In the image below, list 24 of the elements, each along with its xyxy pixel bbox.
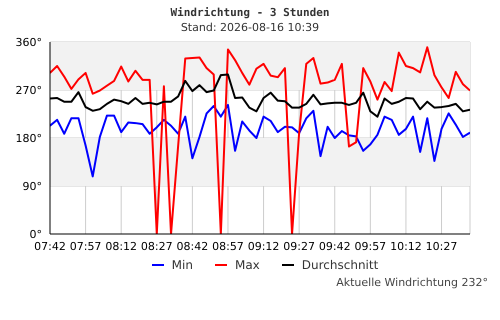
legend-label: Max [234, 258, 260, 272]
x-tick-label: 08:42 [176, 240, 208, 253]
x-tick-label: 09:27 [283, 240, 316, 253]
legend-label: Min [172, 258, 193, 272]
x-tick-label: 10:27 [426, 240, 458, 253]
legend-label: Durchschnitt [302, 258, 378, 272]
chart-title: Windrichtung - 3 Stunden [170, 6, 330, 19]
x-tick-label: 09:42 [318, 240, 351, 253]
y-tick-label: 180° [16, 132, 42, 145]
line-series [50, 104, 470, 178]
x-tick-label: 07:42 [34, 240, 66, 253]
text: Aktuelle Windrichtung 232° [335, 276, 488, 289]
x-tick-label: 08:57 [212, 240, 244, 253]
y-tick-label: 0° [30, 228, 42, 241]
y-tick-label: 360° [16, 36, 42, 49]
y-tick-label: 270° [16, 84, 42, 97]
x-tick-label: 09:12 [248, 240, 280, 253]
x-tick-label: 08:12 [105, 240, 138, 253]
x-tick-label: 09:57 [354, 240, 386, 253]
chart-subtitle: Stand: 2026-08-16 10:39 [180, 21, 320, 34]
x-tick-label: 10:12 [390, 240, 422, 253]
x-tick-label: 08:27 [140, 240, 173, 253]
y-tick-label: 90° [22, 180, 42, 193]
x-tick-label: 07:57 [70, 240, 102, 253]
